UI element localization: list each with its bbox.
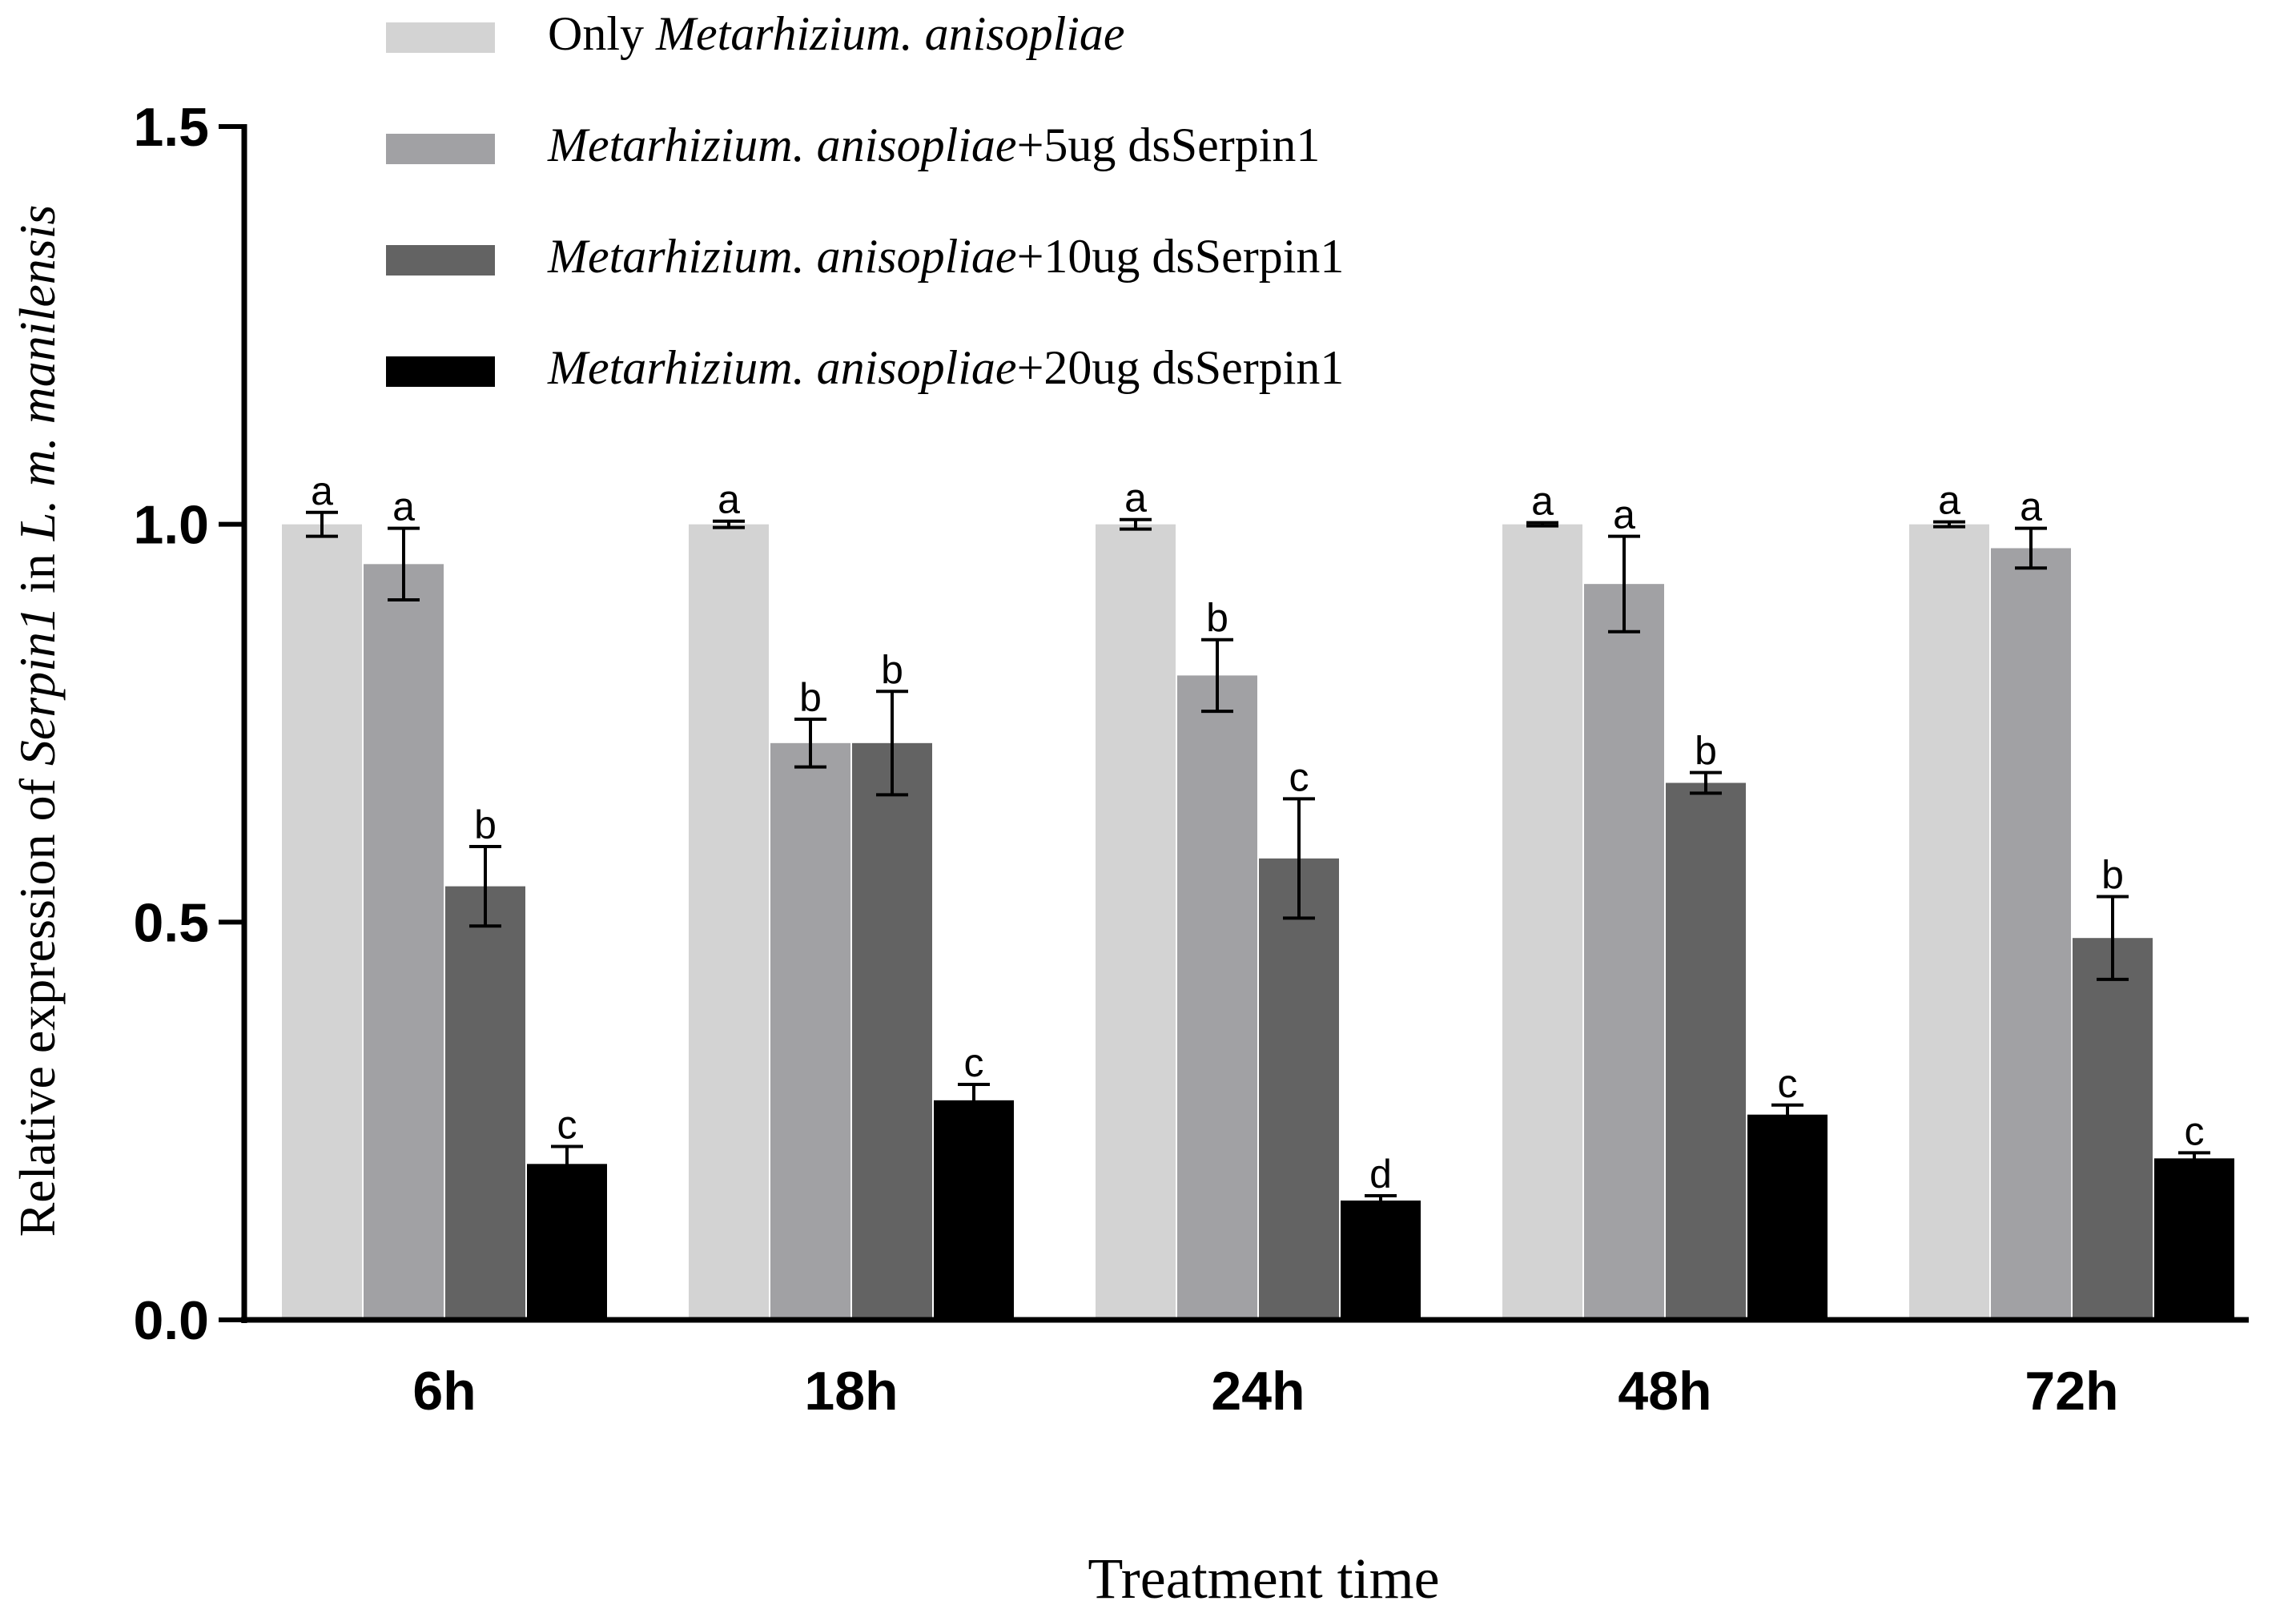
bar: [527, 1164, 607, 1320]
legend-label-species: Metarhizium. anisopliae: [547, 230, 1017, 283]
legend-label-species: Metarhizium. anisopliae: [547, 341, 1017, 394]
significance-letter: c: [1289, 754, 1309, 799]
legend-label-treatment: +10ug dsSerpin1: [1017, 230, 1345, 283]
y-tick-label: 1.0: [133, 495, 209, 556]
x-tick-label: 6h: [412, 1361, 476, 1422]
axes: 6h 18h 24h 48h 72h 0.0 0.5 1.0 1.5: [133, 97, 2249, 1422]
bar: [1584, 584, 1664, 1320]
bar: [1177, 675, 1257, 1320]
y-tick-label: 0.0: [133, 1290, 209, 1351]
significance-letter: c: [557, 1102, 577, 1147]
legend-label: Metarhizium. anisopliae+20ug dsSerpin1: [547, 341, 1344, 394]
significance-letter: b: [474, 802, 497, 847]
legend-swatch: [386, 356, 495, 387]
bar: [364, 564, 444, 1320]
bar: [1096, 524, 1176, 1320]
significance-letter: b: [881, 647, 903, 692]
significance-letter: a: [2020, 485, 2042, 529]
bar: [1341, 1201, 1421, 1320]
y-axis-title-pre: Relative expression of: [9, 766, 66, 1237]
bar: [1666, 782, 1746, 1320]
significance-letter: b: [1206, 596, 1228, 641]
significance-letter: a: [718, 477, 740, 522]
significance-letter: b: [1695, 729, 1717, 774]
y-axis-title-species: L. m. manilensis: [9, 205, 66, 542]
legend-swatch: [386, 134, 495, 164]
legend-swatch: [386, 245, 495, 276]
legend-label: Only Metarhizium. anisopliae: [548, 7, 1125, 60]
significance-letter: a: [1531, 479, 1554, 524]
legend-label-treatment: +5ug dsSerpin1: [1017, 119, 1321, 171]
significance-letter: c: [1778, 1061, 1798, 1106]
y-tick-label: 1.5: [133, 97, 209, 158]
significance-letter: a: [1613, 493, 1635, 537]
bar: [1259, 858, 1339, 1320]
bars: a a b c a b b c a b c d a a b c a a b c: [282, 469, 2234, 1320]
significance-letter: a: [392, 485, 415, 529]
bar: [1991, 548, 2071, 1320]
bar: [1747, 1114, 1828, 1320]
bar: [770, 742, 850, 1320]
y-axis-title-mid: in: [9, 541, 66, 606]
bar: [1909, 524, 1989, 1320]
significance-letter: a: [1938, 478, 1960, 523]
x-axis-title: Treatment time: [1088, 1547, 1439, 1611]
bar: [2073, 938, 2153, 1320]
bar: [2154, 1158, 2234, 1320]
significance-letter: c: [964, 1040, 984, 1085]
legend-label-treatment: +20ug dsSerpin1: [1017, 341, 1345, 394]
y-axis-title-gene: Serpin1: [9, 606, 66, 766]
x-tick-label: 48h: [1618, 1361, 1711, 1422]
bar: [689, 524, 769, 1320]
legend-label-plain: Only: [548, 7, 656, 60]
x-tick-label: 24h: [1211, 1361, 1305, 1422]
significance-letter: b: [799, 675, 822, 720]
legend-label-species: Metarhizium. anisopliae: [655, 7, 1125, 60]
bar: [934, 1100, 1014, 1320]
bar: [445, 886, 525, 1320]
bar: [852, 742, 932, 1320]
x-tick-label: 72h: [2025, 1361, 2118, 1422]
significance-letter: a: [311, 469, 333, 513]
legend-label: Metarhizium. anisopliae+5ug dsSerpin1: [547, 119, 1320, 171]
legend: Only Metarhizium. anisopliaeMetarhizium.…: [386, 7, 1344, 394]
y-axis-title: Relative expression of Serpin1 in L. m. …: [9, 205, 66, 1237]
legend-label: Metarhizium. anisopliae+10ug dsSerpin1: [547, 230, 1344, 283]
x-tick-label: 18h: [804, 1361, 898, 1422]
y-tick-label: 0.5: [133, 892, 209, 953]
significance-letter: a: [1124, 476, 1147, 521]
significance-letter: d: [1369, 1152, 1392, 1197]
legend-label-species: Metarhizium. anisopliae: [547, 119, 1017, 171]
significance-letter: c: [2185, 1108, 2205, 1153]
significance-letter: b: [2101, 853, 2124, 898]
legend-swatch: [386, 22, 495, 53]
bar: [282, 524, 362, 1320]
bar: [1502, 524, 1582, 1320]
